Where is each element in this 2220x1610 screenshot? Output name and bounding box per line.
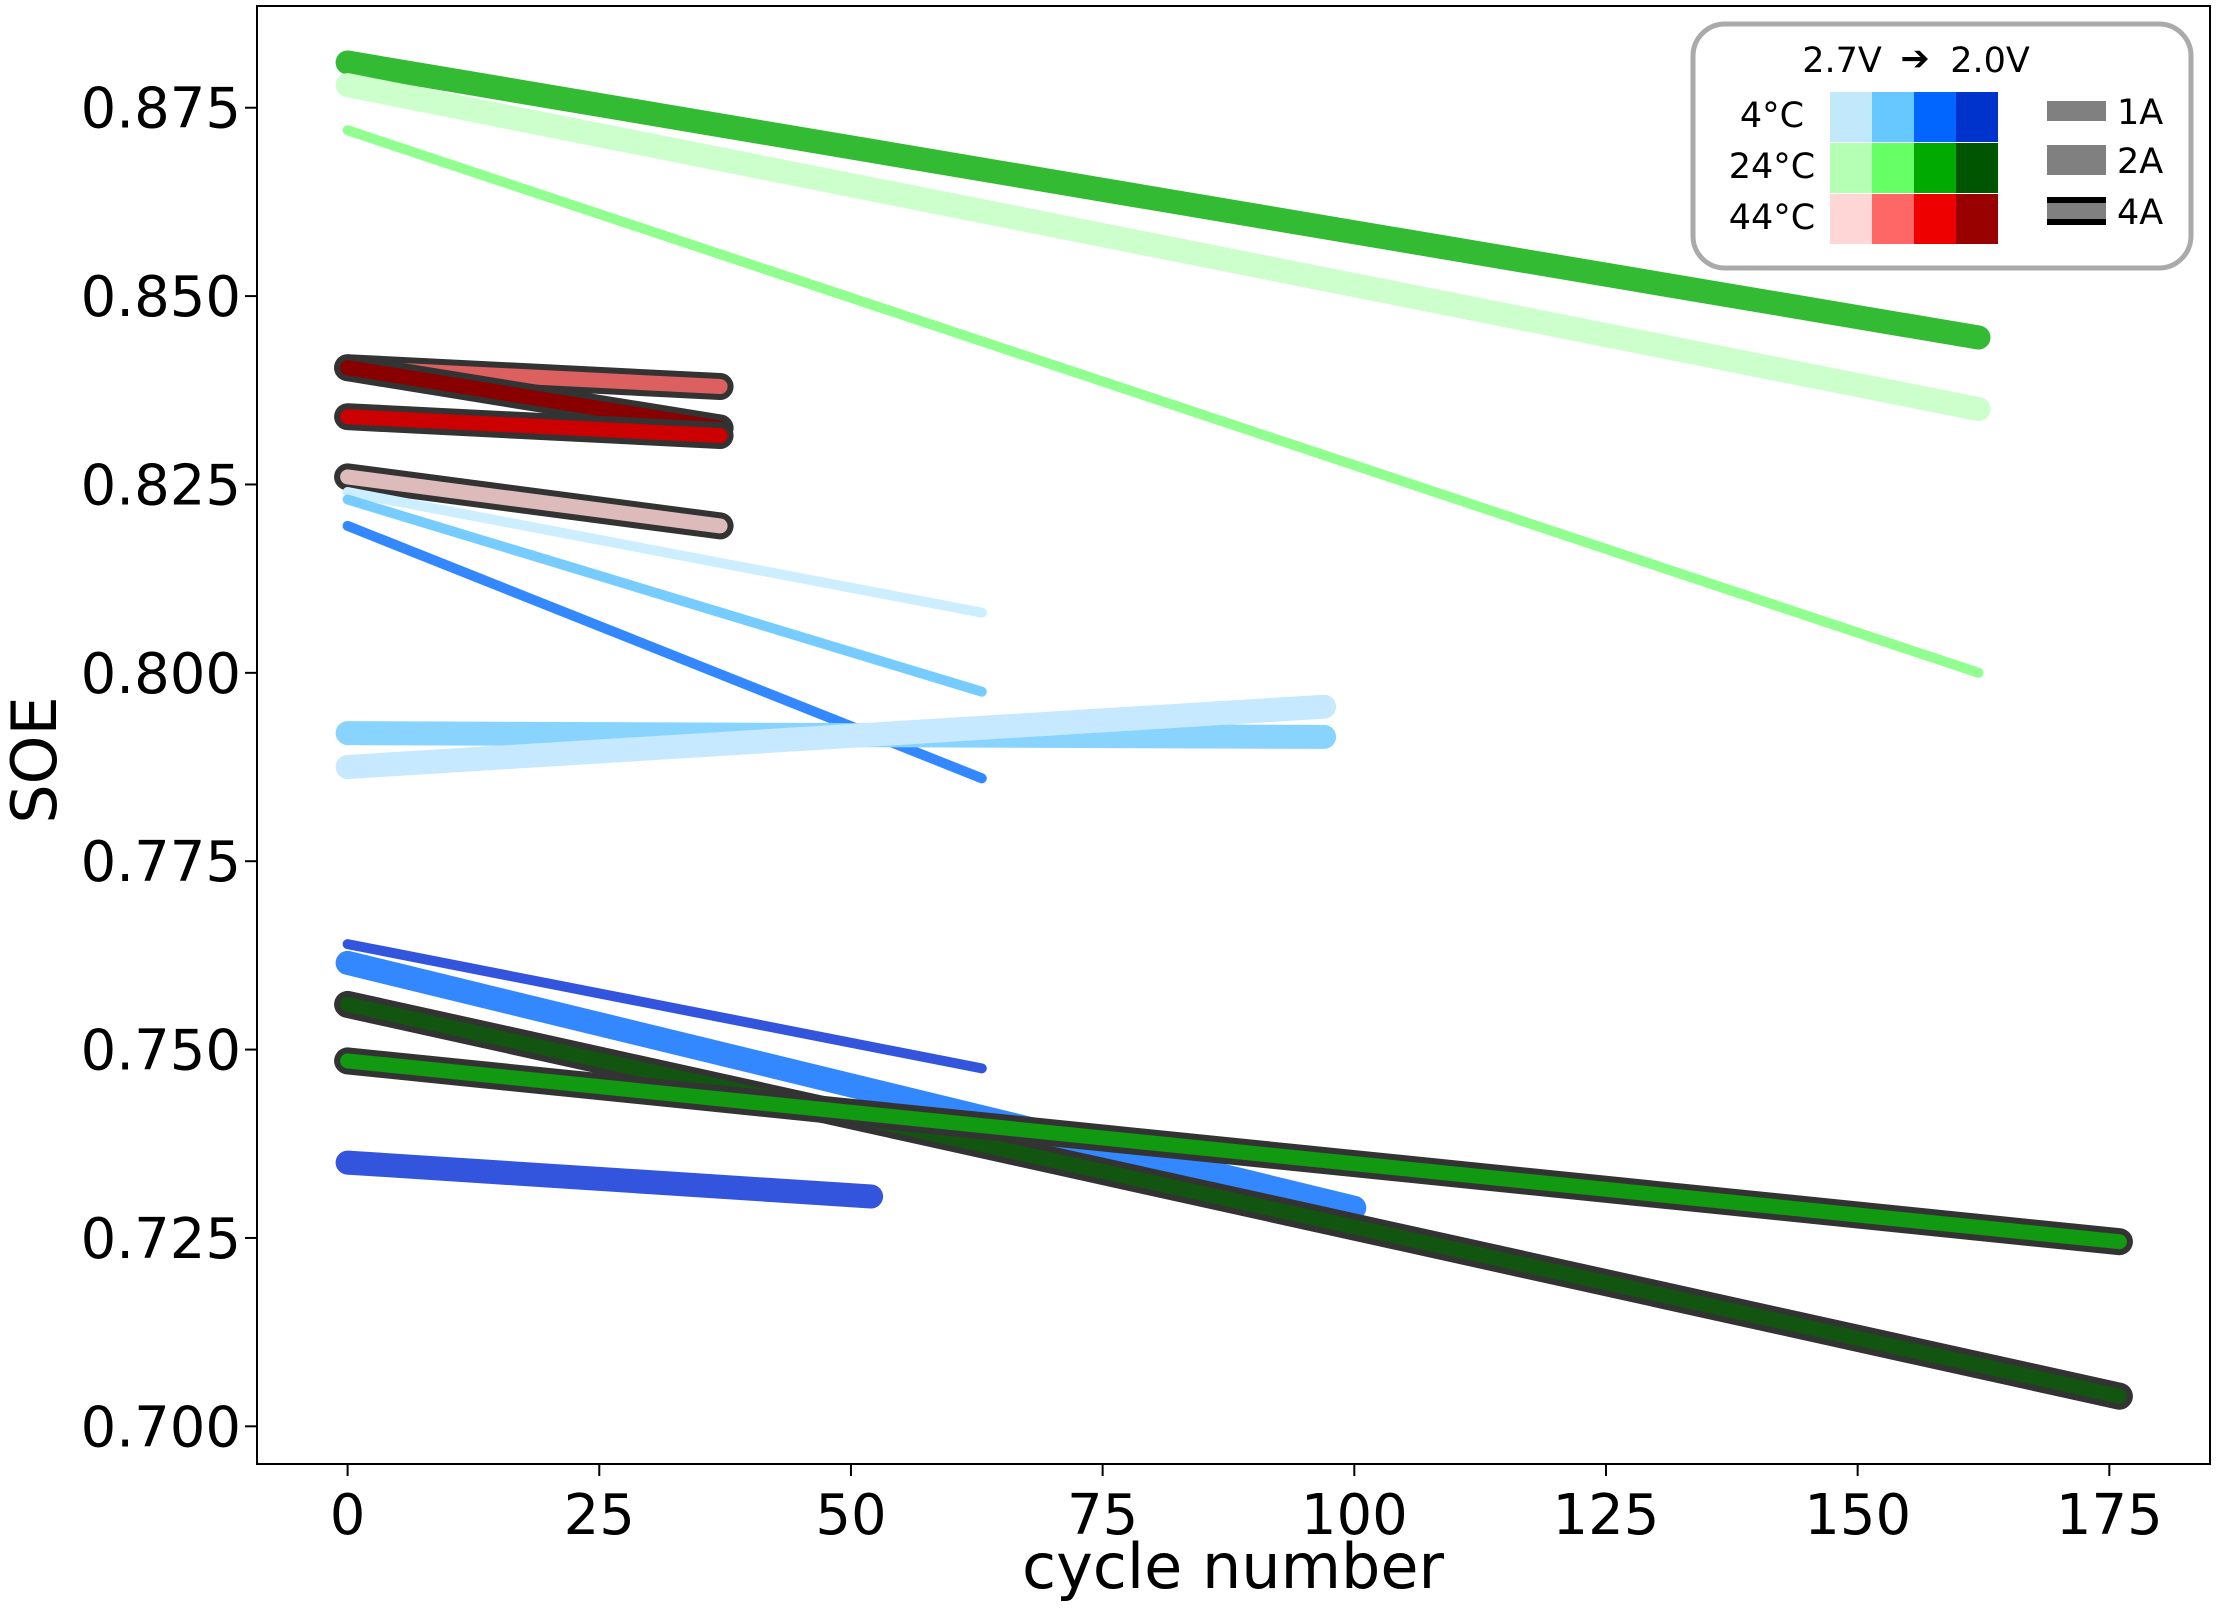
series-line [334, 1047, 2133, 1256]
legend-current-swatch [2047, 145, 2106, 175]
legend-color-swatch [1914, 143, 1956, 193]
series-line-stroke [340, 409, 728, 443]
legend-current-label: 1A [2117, 93, 2163, 133]
legend-temperature-grid: 4°C 24°C 44°C [1729, 92, 1998, 244]
series-line-stroke [335, 50, 1991, 350]
legend-color-swatch [1872, 92, 1914, 142]
legend-current-label: 2A [2117, 142, 2163, 182]
x-tick-label: 75 [1067, 1483, 1138, 1548]
series-line [334, 403, 734, 449]
x-tick-label: 125 [1553, 1483, 1660, 1548]
legend-voltage-from: 2.7V [1802, 41, 1882, 81]
x-tick-label: 100 [1301, 1483, 1408, 1548]
series-line [334, 463, 734, 540]
x-tick-label: 150 [1804, 1483, 1911, 1548]
legend-temperature-label: 44°C [1729, 198, 1815, 238]
series-line [335, 50, 1991, 350]
x-axis: 0 25 50 75 100 125 150 175 [330, 1464, 2163, 1548]
series-line [334, 990, 2133, 1410]
legend-color-swatch [1872, 143, 1914, 193]
legend-color-swatch [1956, 194, 1998, 244]
y-tick-label: 0.800 [81, 642, 241, 707]
legend: 2.7V ➔ 2.0V 4°C 24°C 44°C 1A 2A 4A [1690, 21, 2194, 271]
x-tick-label: 175 [2056, 1483, 2163, 1548]
legend-color-swatch [1872, 194, 1914, 244]
series-line [342, 494, 987, 697]
x-tick-label: 0 [330, 1483, 366, 1548]
legend-arrow-icon: ➔ [1900, 39, 1929, 79]
legend-current-label: 4A [2117, 193, 2163, 233]
series-line-stroke [335, 694, 1337, 779]
legend-color-swatch [1956, 92, 1998, 142]
legend-voltage-to: 2.0V [1950, 41, 2030, 81]
y-axis: 0.700 0.725 0.750 0.775 0.800 0.825 0.850 0.875 [81, 77, 257, 1460]
y-tick-label: 0.875 [81, 77, 241, 142]
series-line [335, 694, 1337, 779]
legend-current-key: 1A 2A 4A [2047, 93, 2163, 233]
series-line-stroke [340, 1053, 2127, 1250]
y-tick-label: 0.750 [81, 1019, 241, 1084]
series-line-stroke [340, 360, 728, 436]
series-line-stroke [335, 73, 1991, 422]
series-line [342, 487, 987, 618]
legend-color-swatch [1914, 194, 1956, 244]
series-line-stroke [342, 494, 987, 697]
y-axis-label: SOE [0, 696, 71, 823]
y-tick-label: 0.825 [81, 453, 241, 518]
legend-color-swatch [1830, 194, 1872, 244]
x-tick-label: 25 [564, 1483, 635, 1548]
series-line-stroke [335, 950, 1367, 1220]
legend-color-swatch [1914, 92, 1956, 142]
series-line-stroke [340, 469, 728, 534]
y-tick-label: 0.700 [81, 1395, 241, 1460]
series-line-stroke [342, 939, 987, 1074]
legend-temperature-label: 24°C [1729, 147, 1815, 187]
series-line-stroke [342, 125, 1984, 678]
series-line [342, 939, 987, 1074]
x-tick-label: 50 [815, 1483, 886, 1548]
series-layer [334, 50, 2133, 1410]
series-line [334, 354, 734, 442]
series-line [335, 950, 1367, 1220]
series-line-stroke [340, 996, 2127, 1404]
plot-frame [256, 5, 2211, 1465]
legend-current-swatch [2047, 203, 2106, 219]
x-axis-label: cycle number [1022, 1530, 1444, 1603]
series-line-stroke [335, 1150, 884, 1209]
legend-temperature-label: 4°C [1740, 96, 1804, 136]
series-line-stroke [342, 487, 987, 618]
legend-current-swatch [2047, 101, 2106, 121]
legend-color-swatch [1830, 92, 1872, 142]
y-tick-label: 0.725 [81, 1207, 241, 1272]
y-tick-label: 0.850 [81, 265, 241, 330]
series-line [342, 125, 1984, 678]
y-tick-label: 0.775 [81, 830, 241, 895]
legend-color-swatch [1830, 143, 1872, 193]
series-line [335, 1150, 884, 1209]
series-line [335, 73, 1991, 422]
legend-color-swatch [1956, 143, 1998, 193]
